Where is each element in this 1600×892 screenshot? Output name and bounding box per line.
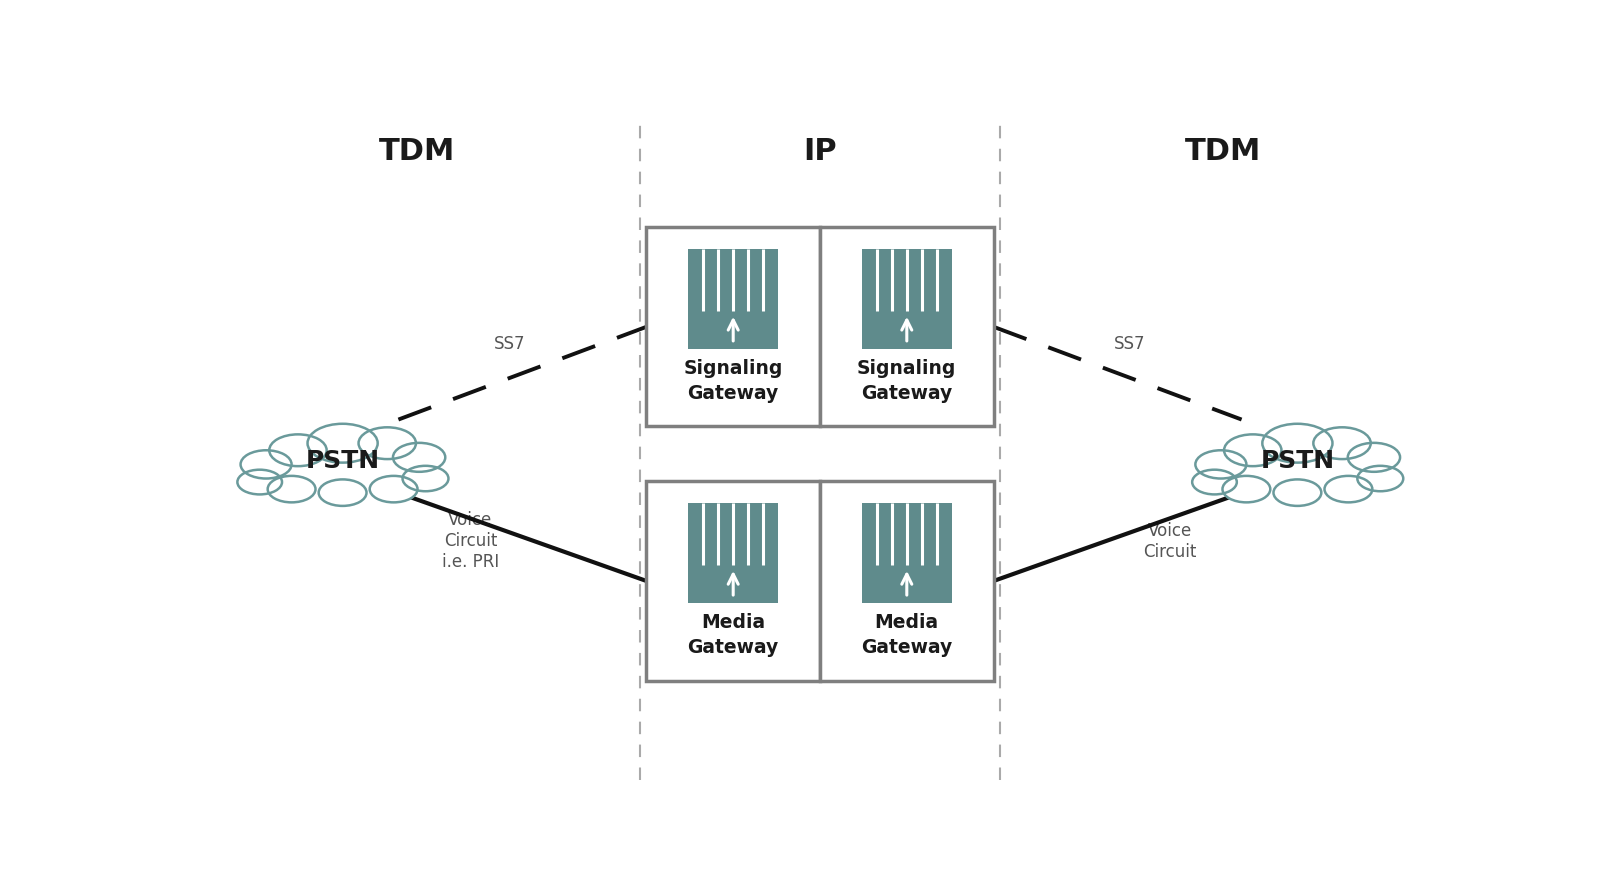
Text: SS7: SS7 (494, 334, 526, 353)
Text: SS7: SS7 (1114, 334, 1146, 353)
Text: PSTN: PSTN (306, 449, 379, 473)
Circle shape (1192, 470, 1237, 494)
Text: RTP: RTP (811, 546, 842, 564)
Text: Media
Gateway: Media Gateway (861, 613, 952, 657)
Circle shape (318, 479, 366, 506)
Text: Voice
Circuit: Voice Circuit (1142, 522, 1197, 560)
Circle shape (307, 424, 378, 463)
Text: Media
Gateway: Media Gateway (688, 613, 779, 657)
FancyBboxPatch shape (688, 503, 778, 603)
Text: PSTN: PSTN (1261, 449, 1334, 473)
Circle shape (1347, 442, 1400, 472)
Circle shape (1195, 450, 1246, 478)
FancyBboxPatch shape (862, 503, 952, 603)
Circle shape (370, 475, 418, 502)
Text: TDM: TDM (379, 137, 454, 166)
Circle shape (1262, 424, 1333, 463)
Circle shape (403, 466, 448, 491)
Circle shape (358, 427, 416, 459)
FancyBboxPatch shape (688, 249, 778, 349)
Circle shape (1224, 434, 1282, 467)
Circle shape (1357, 466, 1403, 491)
FancyBboxPatch shape (646, 482, 819, 681)
Circle shape (1274, 479, 1322, 506)
Text: Signaling
Gateway: Signaling Gateway (858, 359, 957, 402)
Circle shape (240, 450, 291, 478)
Circle shape (269, 434, 326, 467)
FancyBboxPatch shape (819, 227, 994, 426)
Text: IP: IP (803, 137, 837, 166)
Circle shape (394, 442, 445, 472)
Circle shape (237, 470, 282, 494)
FancyBboxPatch shape (862, 249, 952, 349)
Circle shape (1314, 427, 1371, 459)
Circle shape (267, 475, 315, 502)
Text: Voice
Circuit
i.e. PRI: Voice Circuit i.e. PRI (442, 511, 499, 571)
Text: TDM: TDM (1186, 137, 1261, 166)
Text: SIP: SIP (813, 292, 838, 310)
FancyBboxPatch shape (819, 482, 994, 681)
Circle shape (1325, 475, 1373, 502)
Text: Signaling
Gateway: Signaling Gateway (683, 359, 782, 402)
FancyBboxPatch shape (646, 227, 819, 426)
Circle shape (1222, 475, 1270, 502)
